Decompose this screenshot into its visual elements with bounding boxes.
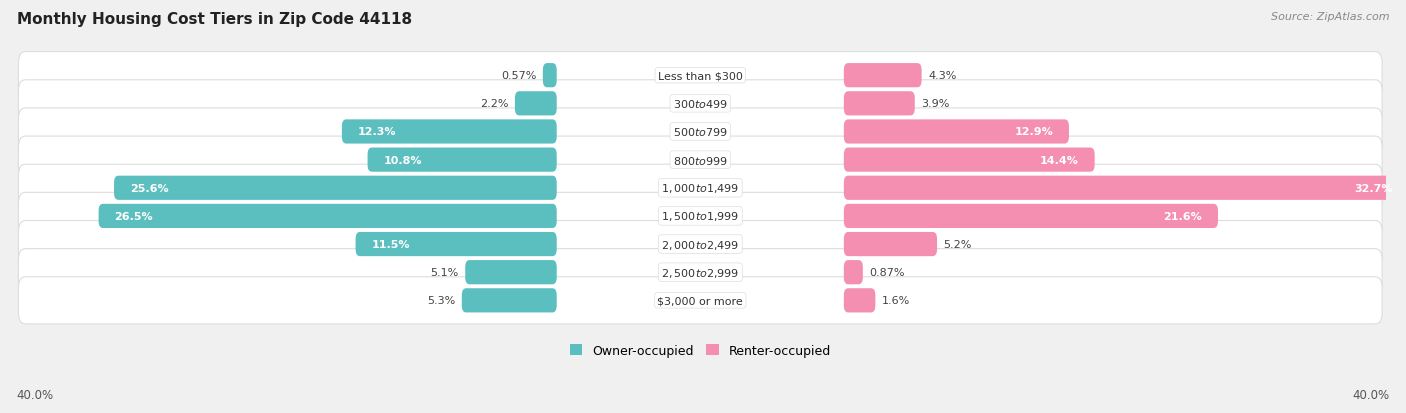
Text: 4.3%: 4.3% bbox=[928, 71, 956, 81]
Text: 21.6%: 21.6% bbox=[1164, 211, 1202, 221]
Text: 2.2%: 2.2% bbox=[479, 99, 509, 109]
FancyBboxPatch shape bbox=[844, 120, 1069, 144]
Text: $300 to $499: $300 to $499 bbox=[673, 98, 728, 110]
Text: 25.6%: 25.6% bbox=[129, 183, 169, 193]
Text: $1,500 to $1,999: $1,500 to $1,999 bbox=[661, 210, 740, 223]
FancyBboxPatch shape bbox=[18, 137, 1382, 184]
FancyBboxPatch shape bbox=[18, 109, 1382, 156]
FancyBboxPatch shape bbox=[18, 221, 1382, 268]
FancyBboxPatch shape bbox=[515, 92, 557, 116]
FancyBboxPatch shape bbox=[18, 81, 1382, 128]
Text: $3,000 or more: $3,000 or more bbox=[658, 296, 744, 306]
FancyBboxPatch shape bbox=[844, 92, 915, 116]
Text: $2,500 to $2,999: $2,500 to $2,999 bbox=[661, 266, 740, 279]
Text: 0.87%: 0.87% bbox=[869, 268, 905, 278]
Text: 3.9%: 3.9% bbox=[921, 99, 949, 109]
Text: 40.0%: 40.0% bbox=[17, 388, 53, 401]
FancyBboxPatch shape bbox=[844, 204, 1218, 228]
Text: $1,000 to $1,499: $1,000 to $1,499 bbox=[661, 182, 740, 195]
FancyBboxPatch shape bbox=[18, 277, 1382, 324]
FancyBboxPatch shape bbox=[844, 233, 936, 256]
Text: 5.1%: 5.1% bbox=[430, 268, 458, 278]
FancyBboxPatch shape bbox=[543, 64, 557, 88]
Text: 5.2%: 5.2% bbox=[943, 240, 972, 249]
FancyBboxPatch shape bbox=[18, 249, 1382, 296]
Text: 5.3%: 5.3% bbox=[427, 296, 456, 306]
Text: Less than $300: Less than $300 bbox=[658, 71, 742, 81]
Legend: Owner-occupied, Renter-occupied: Owner-occupied, Renter-occupied bbox=[565, 339, 837, 362]
Text: 32.7%: 32.7% bbox=[1354, 183, 1392, 193]
Text: 26.5%: 26.5% bbox=[114, 211, 153, 221]
FancyBboxPatch shape bbox=[342, 120, 557, 144]
FancyBboxPatch shape bbox=[356, 233, 557, 256]
Text: 10.8%: 10.8% bbox=[384, 155, 422, 165]
Text: 40.0%: 40.0% bbox=[1353, 388, 1389, 401]
FancyBboxPatch shape bbox=[461, 289, 557, 313]
Text: 1.6%: 1.6% bbox=[882, 296, 910, 306]
Text: $2,000 to $2,499: $2,000 to $2,499 bbox=[661, 238, 740, 251]
FancyBboxPatch shape bbox=[844, 148, 1095, 172]
FancyBboxPatch shape bbox=[18, 165, 1382, 212]
FancyBboxPatch shape bbox=[367, 148, 557, 172]
FancyBboxPatch shape bbox=[844, 289, 876, 313]
FancyBboxPatch shape bbox=[844, 261, 863, 285]
Text: 12.9%: 12.9% bbox=[1015, 127, 1053, 137]
FancyBboxPatch shape bbox=[18, 193, 1382, 240]
FancyBboxPatch shape bbox=[18, 52, 1382, 100]
Text: Source: ZipAtlas.com: Source: ZipAtlas.com bbox=[1271, 12, 1389, 22]
Text: Monthly Housing Cost Tiers in Zip Code 44118: Monthly Housing Cost Tiers in Zip Code 4… bbox=[17, 12, 412, 27]
FancyBboxPatch shape bbox=[844, 64, 921, 88]
Text: 0.57%: 0.57% bbox=[501, 71, 536, 81]
FancyBboxPatch shape bbox=[844, 176, 1406, 200]
Text: 12.3%: 12.3% bbox=[357, 127, 396, 137]
FancyBboxPatch shape bbox=[114, 176, 557, 200]
FancyBboxPatch shape bbox=[98, 204, 557, 228]
Text: $500 to $799: $500 to $799 bbox=[673, 126, 728, 138]
Text: $800 to $999: $800 to $999 bbox=[673, 154, 728, 166]
Text: 11.5%: 11.5% bbox=[371, 240, 409, 249]
FancyBboxPatch shape bbox=[465, 261, 557, 285]
Text: 14.4%: 14.4% bbox=[1040, 155, 1078, 165]
